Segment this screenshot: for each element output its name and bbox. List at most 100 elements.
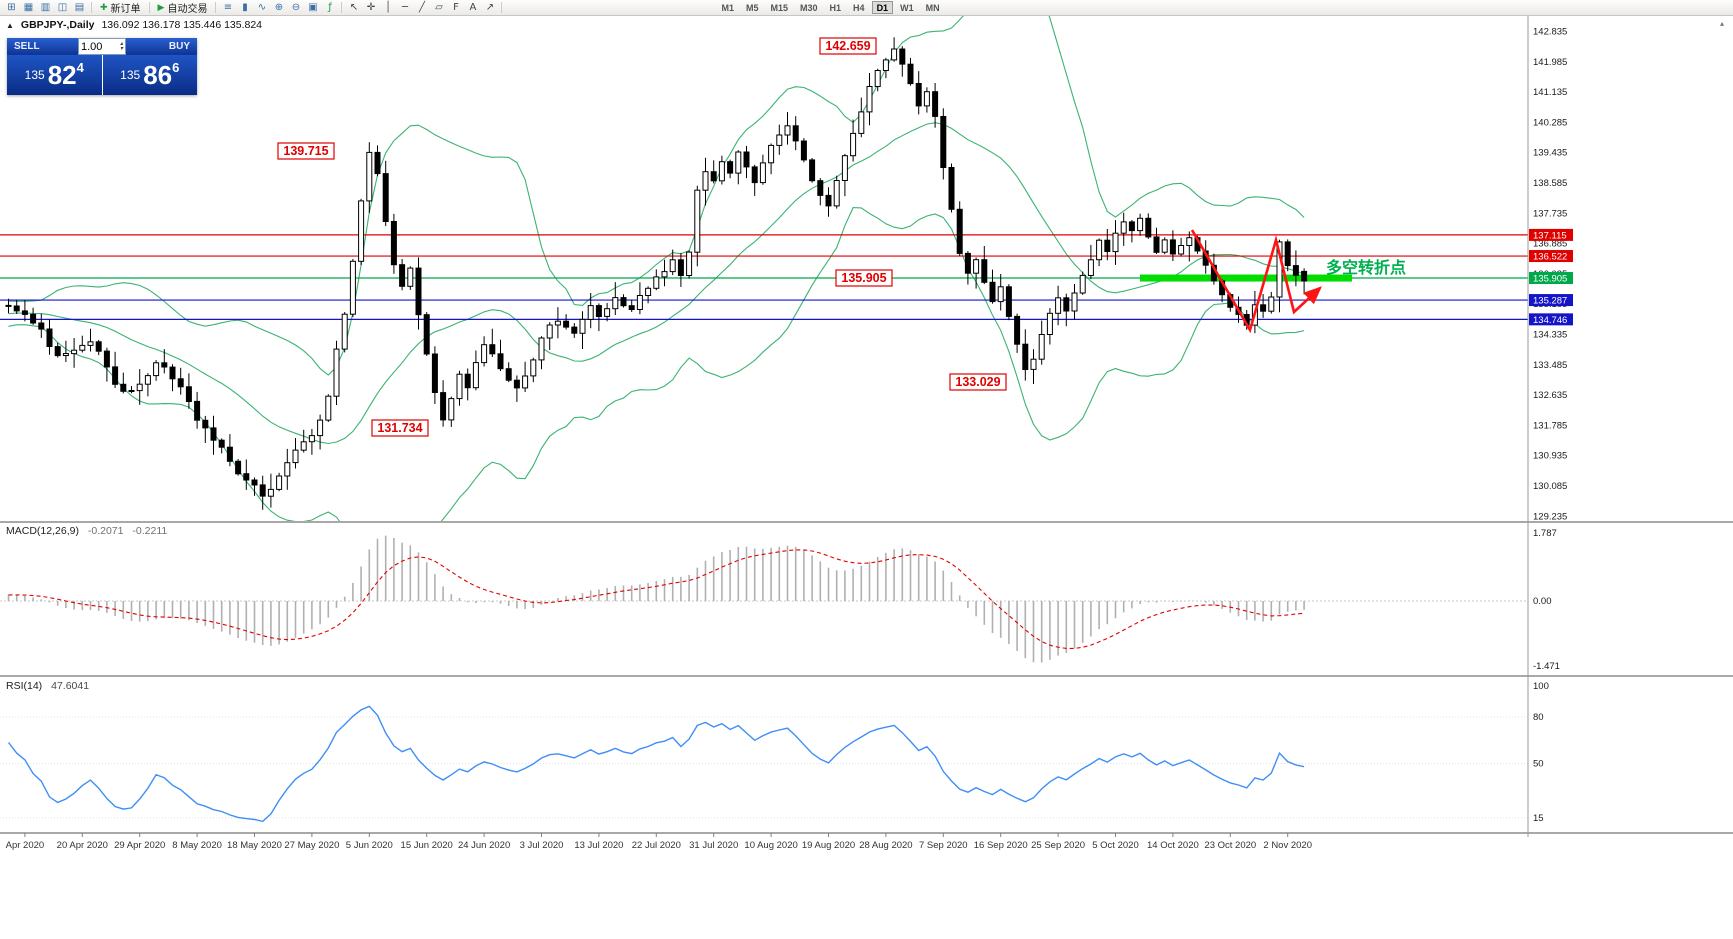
- svg-text:-1.471: -1.471: [1533, 661, 1560, 672]
- timeframe-h1[interactable]: H1: [829, 3, 842, 13]
- candles: [5, 37, 1308, 510]
- terminal-icon[interactable]: ▤: [74, 2, 85, 13]
- svg-text:141.135: 141.135: [1533, 87, 1567, 98]
- line-chart-icon[interactable]: ∿: [257, 2, 267, 13]
- chart-scroll-icon[interactable]: ▴: [1720, 19, 1724, 28]
- chart-canvas[interactable]: 1.787 0.00 -1.471 100 80 50 15 142.835 141.985 14…: [0, 16, 1733, 939]
- one-click-trade-panel: SELL 1.00 ▴ ▾ BUY 135 82 4 135: [7, 38, 197, 95]
- svg-text:7 Sep 2020: 7 Sep 2020: [919, 840, 968, 851]
- svg-text:136.522: 136.522: [1533, 252, 1567, 263]
- price-tag: 135.905: [1529, 272, 1573, 285]
- svg-text:8 May 2020: 8 May 2020: [172, 840, 222, 851]
- svg-text:15: 15: [1533, 813, 1544, 824]
- buy-label[interactable]: BUY: [126, 38, 197, 55]
- text-label-icon[interactable]: A: [469, 2, 477, 13]
- svg-text:31 Jul 2020: 31 Jul 2020: [689, 840, 738, 851]
- candlestick-chart-icon[interactable]: ▮: [242, 2, 248, 13]
- price-callout[interactable]: 142.659: [819, 37, 877, 55]
- autotrade-label: 自动交易: [167, 4, 208, 15]
- tile-windows-icon[interactable]: ▣: [308, 2, 318, 13]
- svg-text:100: 100: [1533, 681, 1549, 692]
- new-order-icon: ✚: [100, 2, 108, 13]
- svg-text:80: 80: [1533, 712, 1544, 723]
- buy-price-pip: 6: [172, 60, 180, 75]
- svg-text:142.659: 142.659: [825, 39, 870, 53]
- svg-text:27 May 2020: 27 May 2020: [284, 840, 339, 851]
- symbol-bar: ▲ GBPJPY-,Daily 136.092 136.178 135.446 …: [6, 19, 262, 31]
- sell-price-big: 82: [47, 59, 77, 90]
- svg-text:10 Aug 2020: 10 Aug 2020: [744, 840, 797, 851]
- trend-annotation[interactable]: [1190, 229, 1322, 334]
- timeframe-m30[interactable]: M30: [800, 3, 818, 13]
- svg-text:135.905: 135.905: [841, 271, 886, 285]
- timeframe-m15[interactable]: M15: [770, 3, 789, 13]
- price-callout[interactable]: 135.905: [835, 269, 893, 287]
- svg-text:20 Apr 2020: 20 Apr 2020: [57, 840, 108, 851]
- svg-text:Apr 2020: Apr 2020: [6, 840, 45, 851]
- volume-input[interactable]: 1.00 ▴ ▾: [78, 38, 126, 55]
- arrow-tool-icon[interactable]: ↗: [485, 2, 495, 13]
- svg-text:5 Jun 2020: 5 Jun 2020: [346, 840, 393, 851]
- timeframe-m5[interactable]: M5: [745, 3, 759, 13]
- svg-text:136.885: 136.885: [1533, 239, 1567, 250]
- horizontal-line-icon[interactable]: ─: [401, 2, 408, 13]
- svg-text:18 May 2020: 18 May 2020: [227, 840, 282, 851]
- price-callout[interactable]: 139.715: [277, 142, 335, 160]
- channel-icon[interactable]: ▱: [435, 2, 443, 13]
- collapse-icon[interactable]: ▲: [6, 20, 14, 30]
- macd-indicator-label: MACD(12,26,9) -0.2071 -0.2211: [6, 525, 167, 537]
- volume-spinner[interactable]: ▴ ▾: [119, 40, 123, 52]
- sell-price-prefix: 135: [24, 68, 45, 82]
- chart-area[interactable]: 1.787 0.00 -1.471 100 80 50 15 142.835 141.985 14…: [0, 16, 1733, 939]
- toolbar-separator: [501, 2, 503, 13]
- volume-value[interactable]: 1.00: [81, 40, 103, 53]
- zoom-out-icon[interactable]: ⊖: [291, 2, 301, 13]
- rsi-value: 47.6041: [51, 680, 90, 692]
- symbol-ohlc: 136.092 136.178 135.446 135.824: [101, 19, 263, 31]
- indicators-icon[interactable]: ƒ: [328, 2, 332, 13]
- crosshair-icon[interactable]: ✛: [366, 2, 376, 13]
- timeframe-h4[interactable]: H4: [853, 3, 865, 13]
- toolbar-separator: [91, 2, 92, 13]
- sell-label[interactable]: SELL: [7, 38, 78, 55]
- svg-text:131.785: 131.785: [1533, 420, 1567, 431]
- autotrade-button[interactable]: ▶ 自动交易: [153, 1, 213, 16]
- navigator-icon[interactable]: ◫: [57, 2, 68, 13]
- svg-text:134.746: 134.746: [1533, 315, 1567, 326]
- svg-text:0.00: 0.00: [1533, 596, 1552, 607]
- price-tag: 135.287: [1529, 294, 1573, 307]
- svg-text:5 Oct 2020: 5 Oct 2020: [1092, 840, 1138, 851]
- spin-down-icon[interactable]: ▾: [119, 45, 123, 52]
- timeframe-w1[interactable]: W1: [900, 3, 914, 13]
- sell-button[interactable]: 135 82 4: [7, 55, 102, 95]
- macd-main-value: -0.2071: [87, 525, 124, 537]
- profiles-icon[interactable]: ▦: [23, 2, 34, 13]
- buy-button[interactable]: 135 86 6: [102, 55, 197, 95]
- new-chart-icon[interactable]: ⊞: [7, 2, 16, 13]
- fibonacci-icon[interactable]: F: [453, 2, 459, 13]
- horizontal-levels[interactable]: [0, 234, 1528, 320]
- price-callout[interactable]: 131.734: [371, 419, 429, 437]
- trendline-icon[interactable]: ╱: [418, 2, 425, 13]
- vertical-line-icon[interactable]: │: [384, 2, 391, 13]
- svg-text:131.734: 131.734: [377, 421, 422, 435]
- macd-signal-line: [8, 549, 1305, 649]
- timeframe-mn[interactable]: MN: [925, 3, 940, 13]
- market-watch-icon[interactable]: ▥: [40, 2, 51, 13]
- time-scale[interactable]: Apr 2020 20 Apr 2020 29 Apr 2020 8 May 2020…: [6, 833, 1312, 851]
- rsi-plot: [0, 705, 1528, 823]
- spin-up-icon[interactable]: ▴: [119, 40, 123, 47]
- zoom-in-icon[interactable]: ⊕: [274, 2, 284, 13]
- macd-signal-value: -0.2211: [132, 525, 168, 537]
- new-order-button[interactable]: ✚ 新订单: [95, 1, 146, 16]
- svg-text:138.585: 138.585: [1533, 178, 1567, 189]
- timeframe-d1[interactable]: D1: [871, 1, 894, 14]
- price-callout[interactable]: 133.029: [949, 373, 1007, 391]
- svg-text:16 Sep 2020: 16 Sep 2020: [974, 840, 1028, 851]
- timeframe-m1[interactable]: M1: [721, 3, 734, 13]
- bar-chart-icon[interactable]: ≡: [223, 2, 233, 13]
- annotation-label[interactable]: 多空转折点: [1326, 258, 1406, 277]
- cursor-icon[interactable]: ↖: [349, 2, 359, 13]
- toolbar-separator: [341, 2, 343, 13]
- autotrade-play-icon: ▶: [157, 2, 165, 13]
